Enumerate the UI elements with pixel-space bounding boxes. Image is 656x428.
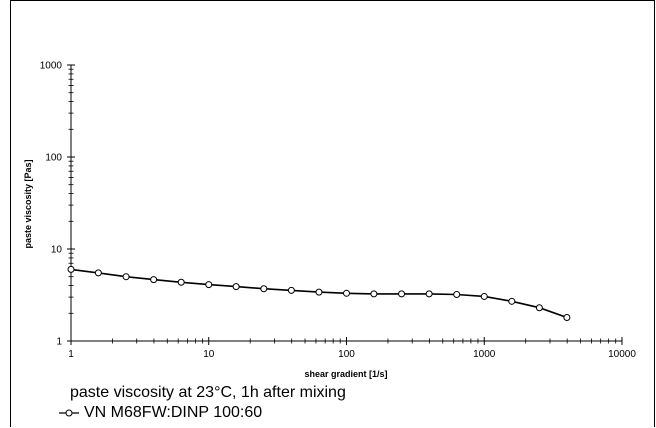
- x-axis-title: shear gradient [1/s]: [304, 369, 387, 379]
- chart-caption: paste viscosity at 23°C, 1h after mixing: [70, 384, 346, 401]
- x-tick-label: 10: [203, 349, 215, 360]
- data-point: [205, 281, 213, 289]
- y-tick-label: 10: [51, 245, 63, 256]
- data-point: [508, 297, 516, 305]
- x-tick-label: 1000: [473, 349, 496, 360]
- data-point: [370, 290, 378, 298]
- data-point: [122, 273, 130, 281]
- data-point: [453, 291, 461, 299]
- tick-labels: 1 10 100 1000 10000 1 10 100 1000: [40, 61, 637, 361]
- ticks: [67, 64, 623, 345]
- data-point: [177, 278, 185, 286]
- legend: VN M68FW:DINP 100:60: [58, 404, 262, 422]
- data-point: [563, 314, 571, 322]
- x-tick-label: 10000: [608, 349, 636, 360]
- x-tick-label: 1: [68, 349, 74, 360]
- x-tick-label: 100: [338, 349, 355, 360]
- data-point: [315, 288, 323, 296]
- legend-label: VN M68FW:DINP 100:60: [84, 404, 263, 421]
- data-point: [260, 285, 268, 293]
- y-tick-label: 100: [45, 153, 62, 164]
- axes: [70, 65, 622, 342]
- legend-marker-icon: [59, 409, 79, 417]
- y-axis-title: paste viscosity [Pas]: [23, 159, 33, 248]
- data-point: [343, 289, 350, 297]
- data-point: [67, 265, 75, 273]
- data-point: [150, 276, 158, 284]
- data-point: [94, 269, 102, 277]
- data-point: [232, 283, 240, 291]
- series-layer: [67, 265, 571, 322]
- chart-frame: [10, 0, 655, 427]
- y-tick-label: 1: [56, 337, 62, 348]
- data-point: [535, 304, 543, 312]
- data-point: [480, 292, 488, 300]
- data-point: [425, 290, 433, 298]
- data-point: [398, 290, 406, 298]
- y-tick-label: 1000: [40, 61, 63, 72]
- data-point: [287, 286, 295, 294]
